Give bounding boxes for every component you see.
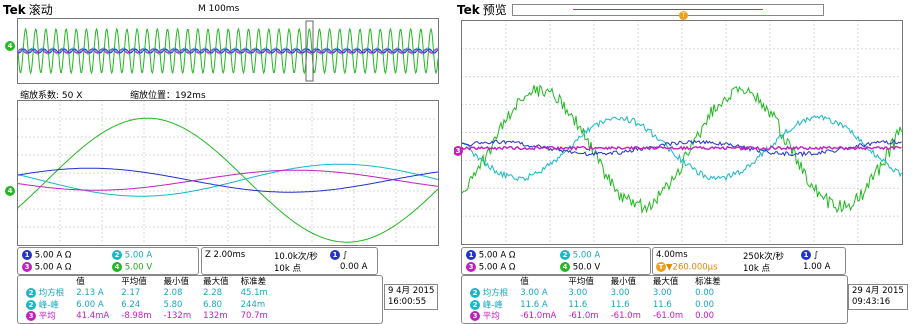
datetime-box: 9 4月 2015 16:00:55 <box>384 284 439 310</box>
ch1-readout[interactable]: 1 5.00 A Ω <box>466 250 515 261</box>
ch3-readout[interactable]: 3 5.00 A Ω <box>466 262 515 273</box>
trigger-source[interactable]: 1 ∫ <box>801 250 818 261</box>
ch1-readout[interactable]: 1 5.00 A Ω <box>22 250 71 261</box>
zoom-window[interactable] <box>305 20 314 82</box>
ch2-readout[interactable]: 2 5.00 A <box>112 250 152 261</box>
overview-waveform <box>17 18 439 84</box>
horizontal-readout-box: Z 2.00ms 10.0k次/秒 10k 点 1 ∫ 0.00 A <box>201 247 378 275</box>
ch4-overview-trace <box>17 27 439 75</box>
header-max: 最大值 <box>652 277 679 287</box>
record-length: 10k 点 <box>743 264 770 274</box>
acquisition-mode: 滚动 <box>28 3 53 17</box>
ch4-trace <box>17 117 439 243</box>
record-view-bar[interactable] <box>512 4 824 16</box>
ch1-trace <box>17 167 439 193</box>
ch3-readout[interactable]: 3 5.00 A Ω <box>22 262 71 273</box>
measurement-table-box: 值 平均值 最小值 最大值 标准差 2 均方根 3.00 A 3.00 3.00 3.… <box>461 275 848 324</box>
measurement-table-box: 值 平均值 最小值 最大值 标准差 2 均方根 2.13 A 2.17 2.08 2.… <box>17 275 383 324</box>
time-readout: 16:00:55 <box>388 297 427 307</box>
header-min: 最小值 <box>610 277 637 287</box>
header-mean: 平均值 <box>568 277 594 287</box>
measurement-table: 值 平均值 最小值 最大值 标准差 2 均方根 2.13 A 2.17 2.08 2.… <box>20 277 274 323</box>
main-waveform-svg <box>17 100 439 243</box>
header-value: 值 <box>76 277 85 287</box>
ch3-trace <box>461 145 902 151</box>
ch2-trace <box>17 163 439 197</box>
record-trace <box>573 9 763 10</box>
table-row: 3 平均 -61.0mA -61.0m -61.0m -61.0m 0.00 <box>464 311 727 323</box>
header-value: 值 <box>520 277 529 287</box>
datetime-box: 29 4月 2015 09:43:16 <box>848 284 908 310</box>
ch4-marker: 4 <box>5 41 15 51</box>
time-readout: 09:43:16 <box>852 297 891 307</box>
trigger-source[interactable]: 1 ∫ <box>330 250 347 261</box>
record-length: 10k 点 <box>274 264 301 274</box>
ch4-readout[interactable]: 4 5.00 V <box>112 262 152 273</box>
ch2-readout[interactable]: 2 5.00 A <box>560 250 600 261</box>
timebase-readout: M 100ms <box>198 4 240 14</box>
acquisition-mode: 预览 <box>482 3 507 17</box>
header-max: 最大值 <box>203 277 229 287</box>
channel-readout-box: 1 5.00 A Ω 2 5.00 A 3 5.00 A Ω 4 50.0 V <box>461 247 651 275</box>
ch4-ground-marker: 4 <box>5 186 15 196</box>
channel-readout-box: 1 5.00 A Ω 2 5.00 A 3 5.00 A Ω 4 5.00 V <box>17 247 199 275</box>
table-row: 2 峰-峰 11.6 A 11.6 11.6 11.6 0.00 <box>464 299 727 312</box>
sample-rate: 250k次/秒 <box>743 252 785 262</box>
header-min: 最小值 <box>163 277 190 287</box>
horizontal-readout-box: 4.00ms T ▼260.000μs 250k次/秒 10k 点 1 ∫ 1.0… <box>652 247 846 275</box>
header-stddev: 标准差 <box>695 277 721 287</box>
ch3-ground-marker: 3 <box>454 146 463 156</box>
ch3-overview-trace <box>17 48 439 54</box>
main-graticule <box>17 100 439 246</box>
ch4-trace <box>461 84 902 215</box>
trigger-position-icon[interactable]: T <box>679 11 688 20</box>
date-readout: 9 4月 2015 <box>388 286 435 296</box>
right-scope-screenshot: Tek 预览 T 3 1 5.00 A Ω 2 5.00 A 3 5.00 A Ω… <box>454 0 912 324</box>
header-stddev: 标准差 <box>240 277 267 287</box>
date-readout: 29 4月 2015 <box>852 286 904 296</box>
table-row: 3 平均 41.4mA -8.98m -132m 132m 70.7m <box>20 311 274 323</box>
zoom-position: 缩放位置：192ms <box>130 91 206 101</box>
table-row: 2 均方根 2.13 A 2.17 2.08 2.28 45.1m <box>20 288 274 300</box>
header-mean: 平均值 <box>121 277 147 287</box>
ch3-trace <box>17 169 439 191</box>
overview-svg <box>17 20 439 82</box>
sample-rate: 10.0k次/秒 <box>274 252 318 262</box>
ch4-readout[interactable]: 4 50.0 V <box>560 262 600 273</box>
table-row: 2 峰-峰 6.00 A 6.24 5.80 6.80 244m <box>20 299 274 312</box>
brand-label: Tek 滚动 <box>3 1 53 18</box>
timebase-readout: 4.00ms <box>656 250 688 260</box>
measurement-table: 值 平均值 最小值 最大值 标准差 2 均方根 3.00 A 3.00 3.00 3.… <box>464 277 727 323</box>
table-row: 2 均方根 3.00 A 3.00 3.00 3.00 0.00 <box>464 288 727 300</box>
ch2-trace <box>461 114 902 182</box>
left-scope-screenshot: Tek 滚动 M 100ms 4 缩放系数: 50 X 缩放位置：192ms 4 … <box>0 0 450 324</box>
zoom-timebase: Z 2.00ms <box>205 250 246 260</box>
zoom-factor: 缩放系数: 50 X <box>20 91 83 101</box>
main-waveform-svg <box>461 20 902 242</box>
trigger-level: 1.00 A <box>803 262 831 272</box>
brand-label: Tek 预览 <box>457 1 507 18</box>
brand-tek: Tek <box>457 3 480 17</box>
trigger-delay: T ▼260.000μs <box>656 262 718 273</box>
main-graticule <box>461 20 903 245</box>
brand-tek: Tek <box>3 3 26 17</box>
trigger-level: 0.00 A <box>340 262 368 272</box>
